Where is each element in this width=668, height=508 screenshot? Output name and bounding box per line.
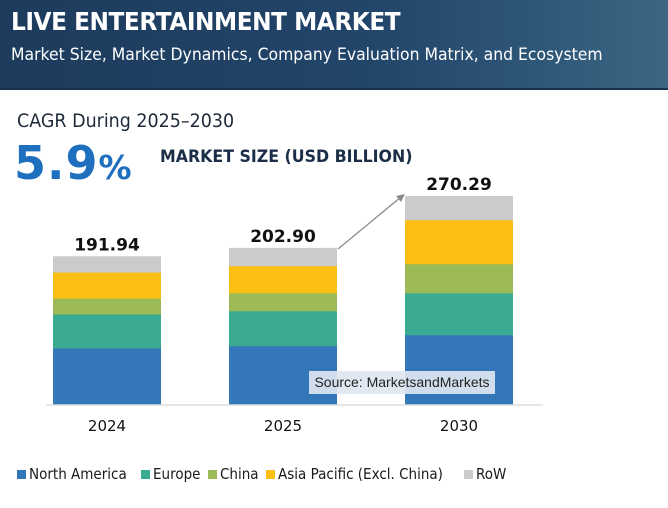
- legend-item-asia-pacific-excl-china: Asia Pacific (Excl. China): [266, 465, 455, 483]
- legend-label-north-america: North America: [29, 465, 127, 483]
- x-tick-label-2024: 2024: [88, 417, 126, 435]
- cagr-label: CAGR During 2025–2030: [17, 110, 235, 132]
- bar-segment-europe-2030: [405, 292, 513, 336]
- bar-segment-north-america-2024: [53, 348, 161, 405]
- cagr-number: 5.9: [14, 136, 99, 190]
- legend-item-north-america: North America: [17, 465, 132, 483]
- legend-item-europe: Europe: [140, 465, 201, 483]
- bar-segment-china-2024: [53, 298, 161, 315]
- chart-legend: North America Europe China Asia Pacific (Ex…: [17, 465, 513, 483]
- bar-segment-asia-pacific-excl-china-2025: [229, 265, 337, 294]
- legend-swatch-asia-pacific-excl-china: [266, 469, 276, 479]
- legend-swatch-china: [208, 469, 218, 479]
- growth-arrow: [337, 196, 402, 250]
- cagr-value: 5.9%: [14, 136, 133, 190]
- arrow-head-icon: [396, 194, 405, 202]
- total-label-2025: 202.90: [250, 227, 316, 247]
- bar-segment-row-2030: [405, 196, 513, 221]
- x-tick-label-2025: 2025: [264, 417, 302, 435]
- cagr-unit: %: [98, 148, 133, 187]
- bar-segment-europe-2025: [229, 310, 337, 347]
- bar-segment-asia-pacific-excl-china-2030: [405, 219, 513, 265]
- page-title: LIVE ENTERTAINMENT MARKET: [11, 7, 401, 36]
- legend-label-row: RoW: [476, 465, 507, 483]
- legend-swatch-row: [464, 469, 474, 479]
- legend-label-europe: Europe: [152, 465, 201, 483]
- total-label-2030: 270.29: [426, 175, 492, 195]
- legend-item-row: RoW: [464, 465, 507, 483]
- x-tick-label-2030: 2030: [440, 417, 478, 435]
- legend-label-china: China: [220, 465, 259, 483]
- legend-swatch-europe: [140, 469, 150, 479]
- bar-segment-row-2024: [53, 256, 161, 273]
- legend-swatch-north-america: [17, 469, 26, 479]
- bar-segment-row-2025: [229, 247, 337, 267]
- legend-item-china: China: [208, 465, 259, 483]
- bar-segment-europe-2024: [53, 314, 161, 349]
- chart-title: MARKET SIZE (USD BILLION): [160, 147, 413, 167]
- legend-label-asia-pacific-excl-china: Asia Pacific (Excl. China): [278, 465, 444, 483]
- page-subtitle: Market Size, Market Dynamics, Company Ev…: [11, 45, 603, 65]
- bar-segment-china-2030: [405, 263, 513, 294]
- bar-segment-asia-pacific-excl-china-2024: [53, 272, 161, 299]
- total-label-2024: 191.94: [74, 235, 140, 255]
- bar-segment-china-2025: [229, 292, 337, 312]
- source-note: Source: MarketsandMarkets: [309, 371, 495, 394]
- header-banner: LIVE ENTERTAINMENT MARKET Market Size, M…: [0, 0, 668, 90]
